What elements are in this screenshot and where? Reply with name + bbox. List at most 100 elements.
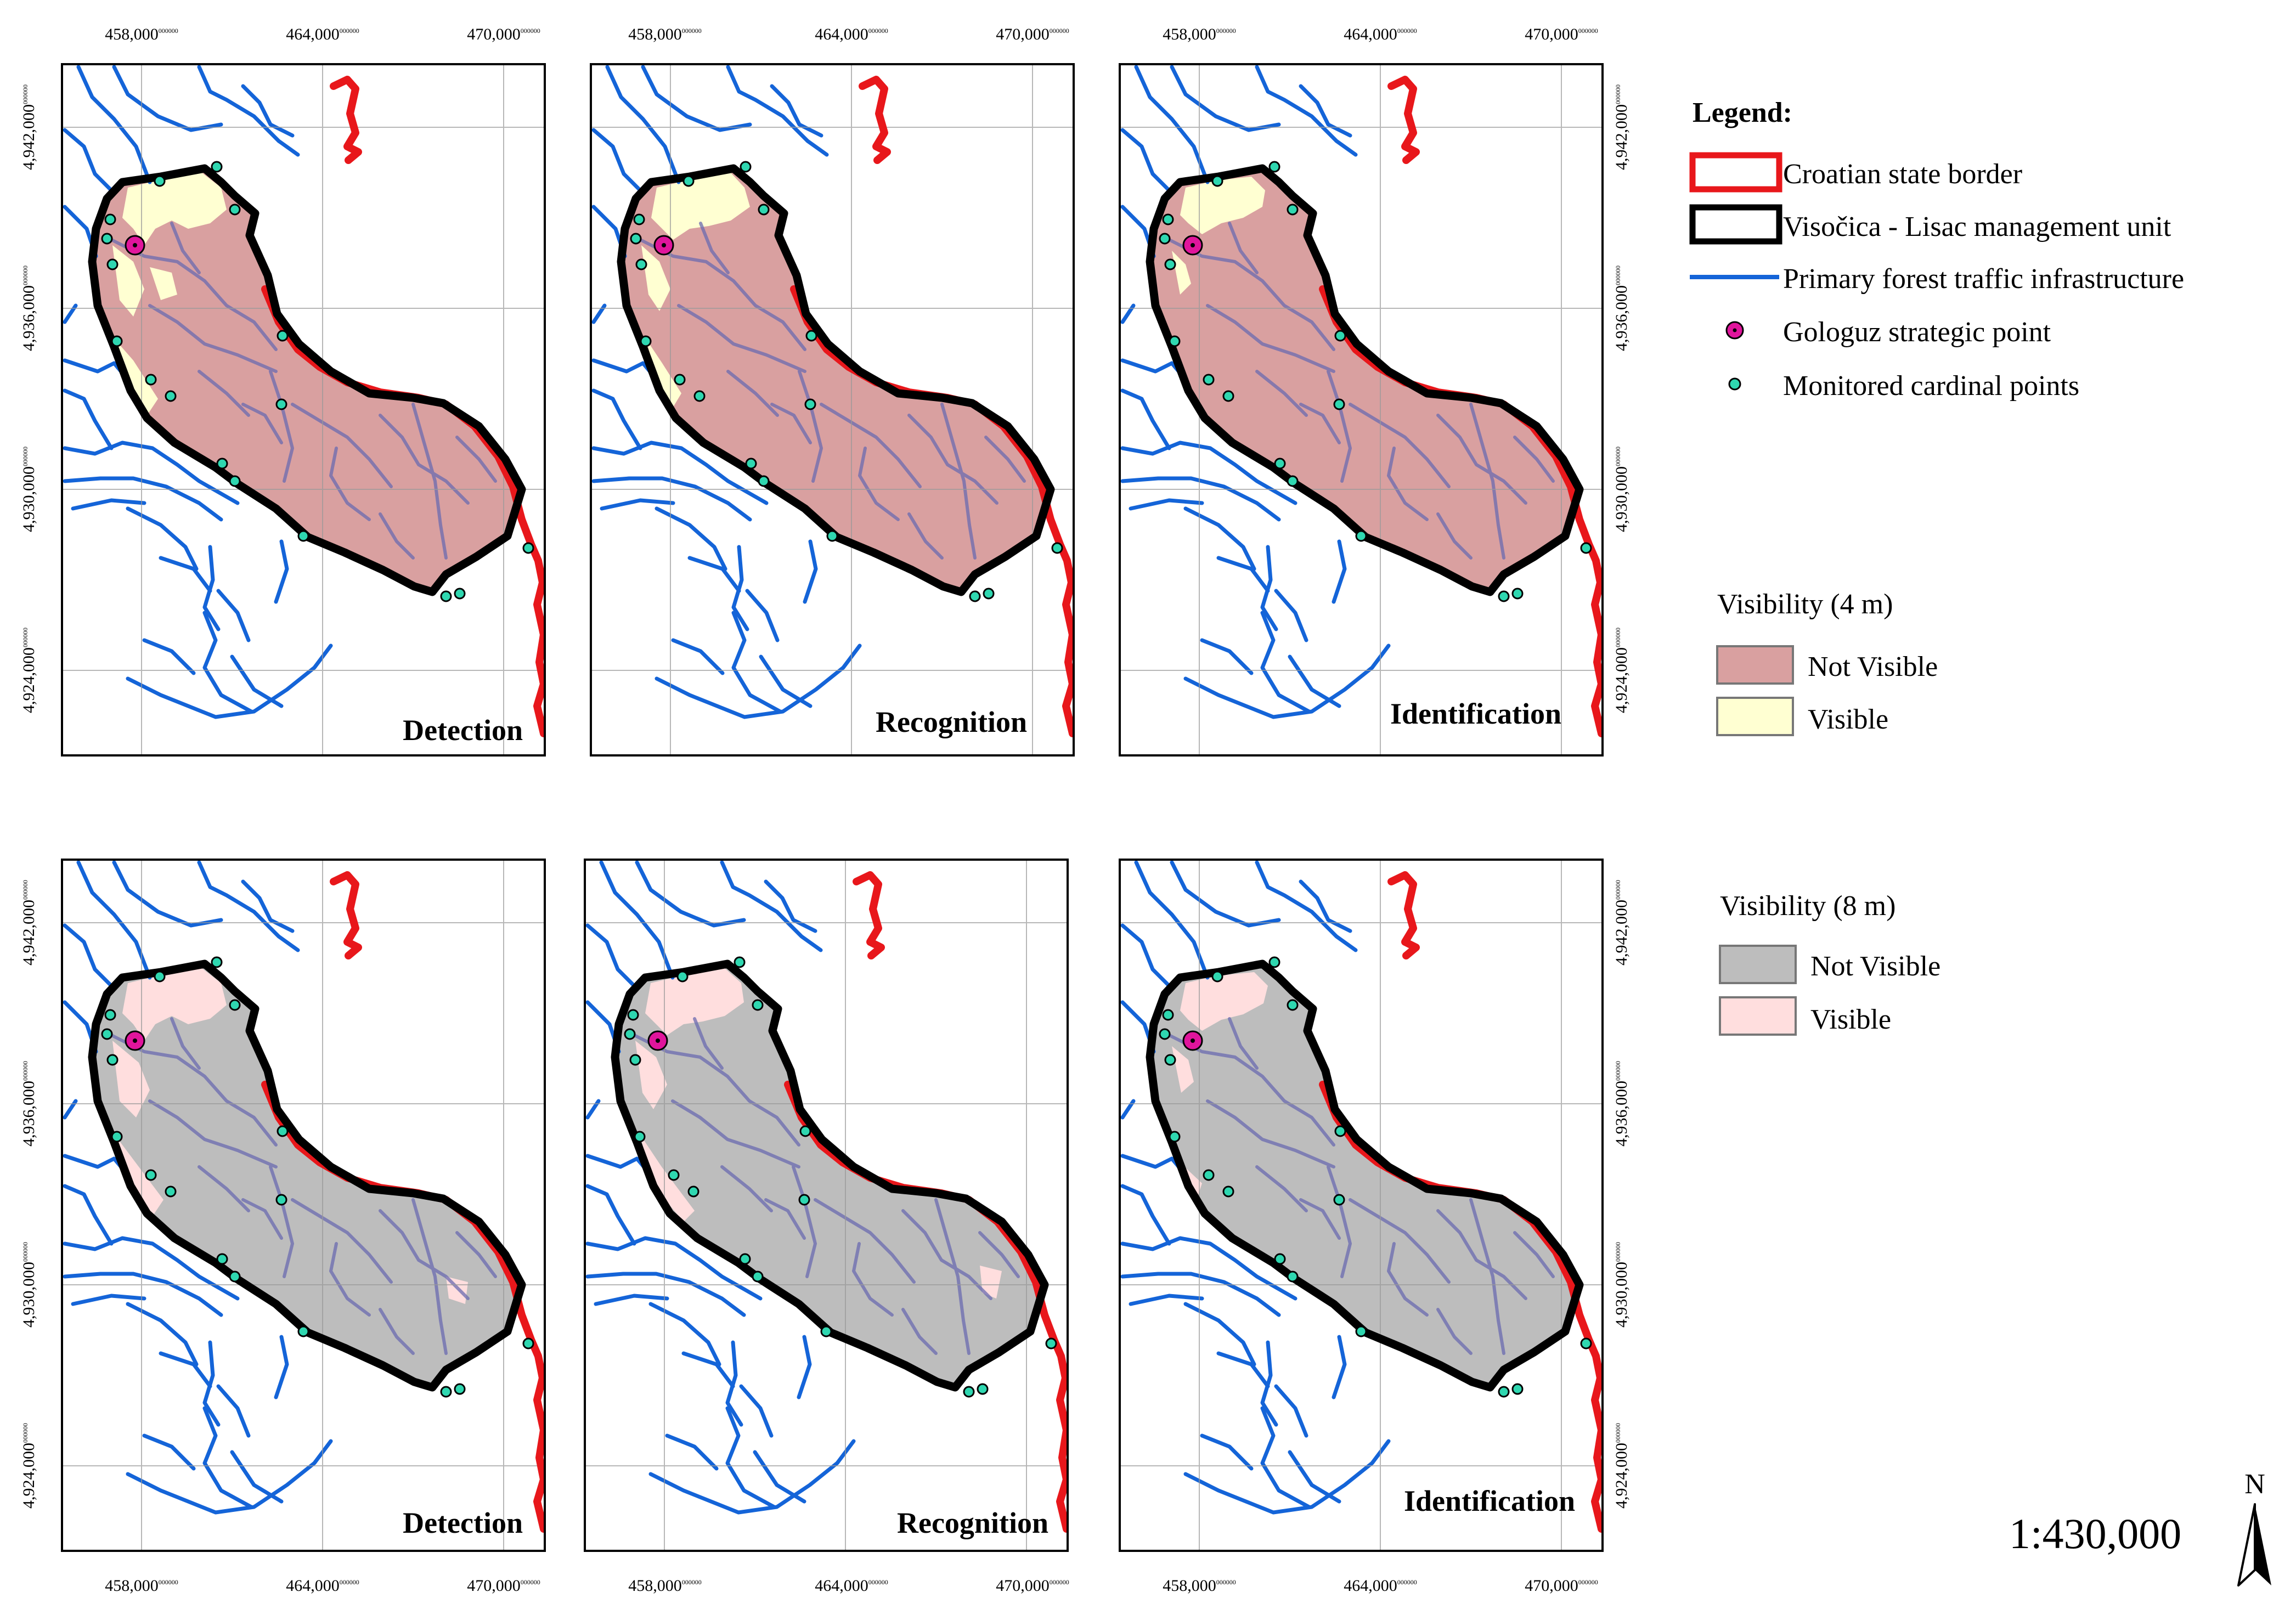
scale-label: 1:430,000	[2009, 1510, 2181, 1557]
x-axis-top: 458,000000000 464,000000000 470,00000000…	[105, 25, 1598, 43]
tick-superscript: 000000	[521, 1578, 540, 1586]
x-tick: 470,000000000	[467, 1577, 540, 1595]
x-tick: 470,000000000	[467, 25, 540, 43]
map-panel: Detection	[61, 859, 546, 1552]
x-tick: 458,000000000	[1163, 1577, 1236, 1595]
legend-item-label: Primary forest traffic infrastructure	[1783, 263, 2184, 295]
visible-swatch	[1719, 996, 1797, 1036]
y-tick: 4,930,000000000	[1612, 1242, 1631, 1328]
x-tick: 470,000000000	[996, 1577, 1069, 1595]
y-tick: 4,924,000000000	[1612, 628, 1631, 713]
panel-label: Detection	[403, 1506, 523, 1539]
x-tick: 470,000000000	[1525, 1577, 1598, 1595]
tick-superscript: 000000	[1614, 84, 1622, 104]
map-panel: Recognition	[584, 859, 1069, 1552]
tick-superscript: 000000	[682, 27, 702, 35]
visibility-item-label: Visible	[1810, 1004, 1891, 1035]
map-panel: Identification	[1119, 859, 1604, 1552]
x-axis-bottom: 458,000000000 464,000000000 470,00000000…	[105, 1577, 1598, 1595]
tick-superscript: 000000	[21, 1242, 29, 1262]
tick-superscript: 000000	[1216, 27, 1236, 35]
y-tick: 4,924,000000000	[20, 628, 38, 713]
visible-swatch	[1716, 697, 1794, 736]
tick-superscript: 000000	[1614, 1423, 1622, 1443]
teal-dot-icon	[1728, 377, 1741, 391]
tick-superscript: 000000	[21, 447, 29, 466]
y-tick: 4,936,000000000	[1612, 1061, 1631, 1147]
magenta-dot-icon	[1725, 321, 1744, 340]
x-tick: 458,000000000	[628, 25, 702, 43]
x-tick: 464,000000000	[286, 1577, 359, 1595]
panel-label: Detection	[403, 714, 523, 747]
panel-label: Recognition	[876, 705, 1027, 738]
visibility-8m-title: Visibility (8 m)	[1720, 890, 1896, 922]
x-tick: 464,000000000	[1344, 25, 1417, 43]
tick-superscript: 000000	[1614, 880, 1622, 900]
x-tick: 464,000000000	[815, 25, 888, 43]
visibility-item-label: Visible	[1808, 704, 1888, 735]
y-tick: 4,936,000000000	[20, 266, 38, 351]
tick-superscript: 000000	[1614, 266, 1622, 285]
y-tick: 4,936,000000000	[1612, 266, 1631, 351]
tick-superscript: 000000	[1578, 27, 1598, 35]
tick-superscript: 000000	[868, 27, 888, 35]
tick-superscript: 000000	[1216, 1578, 1236, 1586]
y-tick: 4,942,000000000	[1612, 84, 1631, 170]
x-tick: 470,000000000	[1525, 25, 1598, 43]
x-tick: 458,000000000	[105, 1577, 178, 1595]
black-box-icon	[1689, 204, 1782, 245]
y-tick: 4,924,000000000	[1612, 1423, 1631, 1509]
not-visible-swatch	[1719, 945, 1797, 984]
tick-superscript: 000000	[340, 27, 359, 35]
y-tick: 4,942,000000000	[1612, 880, 1631, 966]
tick-superscript: 000000	[521, 27, 540, 35]
tick-superscript: 000000	[1050, 1578, 1069, 1586]
tick-superscript: 000000	[1614, 1061, 1622, 1081]
x-tick: 464,000000000	[286, 25, 359, 43]
tick-superscript: 000000	[1614, 447, 1622, 466]
tick-superscript: 000000	[1614, 628, 1622, 647]
legend-item-label: Croatian state border	[1783, 159, 2022, 190]
not-visible-swatch	[1716, 645, 1794, 685]
y-axis-left: 4,942,000000000 4,936,000000000 4,930,00…	[20, 84, 38, 1509]
tick-superscript: 000000	[21, 628, 29, 647]
tick-superscript: 000000	[1050, 27, 1069, 35]
tick-superscript: 000000	[340, 1578, 359, 1586]
north-arrow-icon: N	[2237, 1469, 2271, 1587]
map-panel: Detection	[61, 63, 546, 756]
panel-label: Identification	[1404, 1484, 1575, 1517]
tick-superscript: 000000	[1397, 1578, 1417, 1586]
y-tick: 4,942,000000000	[20, 84, 38, 170]
legend-title: Legend:	[1693, 97, 1792, 128]
y-tick: 4,936,000000000	[20, 1061, 38, 1147]
panel-label: Identification	[1390, 697, 1561, 730]
y-tick: 4,930,000000000	[20, 447, 38, 532]
y-tick: 4,930,000000000	[1612, 447, 1631, 532]
north-label: N	[2244, 1469, 2265, 1500]
map-panel: Recognition	[590, 63, 1075, 756]
legend-item-label: Visočica - Lisac management unit	[1783, 211, 2171, 242]
visibility-4m-legend: Visibility (4 m) Not Visible Visible	[1716, 589, 1938, 736]
tick-superscript: 000000	[21, 84, 29, 104]
visibility-item-label: Not Visible	[1810, 951, 1940, 982]
red-box-icon	[1689, 152, 1782, 193]
tick-superscript: 000000	[21, 266, 29, 285]
legend-item-label: Gologuz strategic point	[1783, 317, 2051, 348]
tick-superscript: 000000	[682, 1578, 702, 1586]
panel-label: Recognition	[897, 1506, 1048, 1539]
x-tick: 458,000000000	[105, 25, 178, 43]
tick-superscript: 000000	[21, 880, 29, 900]
x-tick: 464,000000000	[1344, 1577, 1417, 1595]
y-tick: 4,930,000000000	[20, 1242, 38, 1328]
visibility-4m-title: Visibility (4 m)	[1717, 589, 1893, 620]
visibility-8m-legend: Visibility (8 m) Not Visible Visible	[1719, 890, 1940, 1036]
map-panel: Identification	[1119, 63, 1604, 756]
legend: Legend: Croatian state border Visočica -…	[1689, 97, 2184, 402]
legend-item-label: Monitored cardinal points	[1783, 370, 2079, 402]
tick-superscript: 000000	[868, 1578, 888, 1586]
y-axis-right: 4,942,000000000 4,936,000000000 4,930,00…	[1612, 84, 1631, 1509]
x-tick: 470,000000000	[996, 25, 1069, 43]
tick-superscript: 000000	[1614, 1242, 1622, 1262]
tick-superscript: 000000	[1397, 27, 1417, 35]
